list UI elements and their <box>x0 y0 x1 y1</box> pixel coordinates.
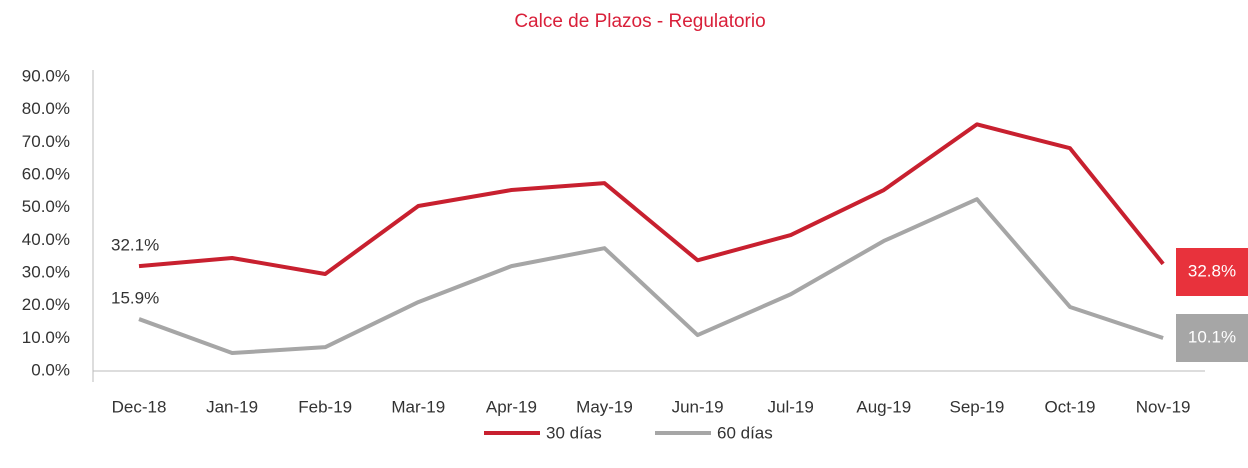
y-tick-label: 20.0% <box>22 295 70 314</box>
x-tick-label: Jan-19 <box>206 397 258 416</box>
legend-label: 60 días <box>717 423 773 442</box>
end-label-box <box>1176 314 1248 362</box>
x-tick-label: May-19 <box>576 397 633 416</box>
series-line <box>138 122 1165 276</box>
series-line <box>138 197 1164 356</box>
y-tick-label: 40.0% <box>22 230 70 249</box>
x-tick-label: Sep-19 <box>949 397 1004 416</box>
end-value-label: 10.1% <box>1188 327 1236 346</box>
y-tick-label: 10.0% <box>22 328 70 347</box>
x-tick-label: Jun-19 <box>672 397 724 416</box>
y-tick-label: 90.0% <box>22 66 70 85</box>
x-tick-label: Nov-19 <box>1136 397 1191 416</box>
data-label: 15.9% <box>111 289 159 308</box>
y-tick-label: 30.0% <box>22 262 70 281</box>
end-value-label: 32.8% <box>1188 261 1236 280</box>
chart-title: Calce de Plazos - Regulatorio <box>514 11 765 32</box>
y-tick-label: 80.0% <box>22 99 70 118</box>
x-tick-label: Dec-18 <box>112 397 167 416</box>
end-label-box <box>1176 248 1248 296</box>
x-tick-label: Oct-19 <box>1044 397 1095 416</box>
y-tick-label: 70.0% <box>22 132 70 151</box>
y-tick-label: 50.0% <box>22 197 70 216</box>
x-tick-label: Feb-19 <box>298 397 352 416</box>
x-tick-label: Aug-19 <box>856 397 911 416</box>
x-tick-label: Jul-19 <box>768 397 814 416</box>
legend-label: 30 días <box>546 423 602 442</box>
data-label: 32.1% <box>111 236 159 255</box>
y-tick-label: 0.0% <box>31 360 70 379</box>
y-tick-label: 60.0% <box>22 164 70 183</box>
x-tick-label: Mar-19 <box>391 397 445 416</box>
x-tick-label: Apr-19 <box>486 397 537 416</box>
